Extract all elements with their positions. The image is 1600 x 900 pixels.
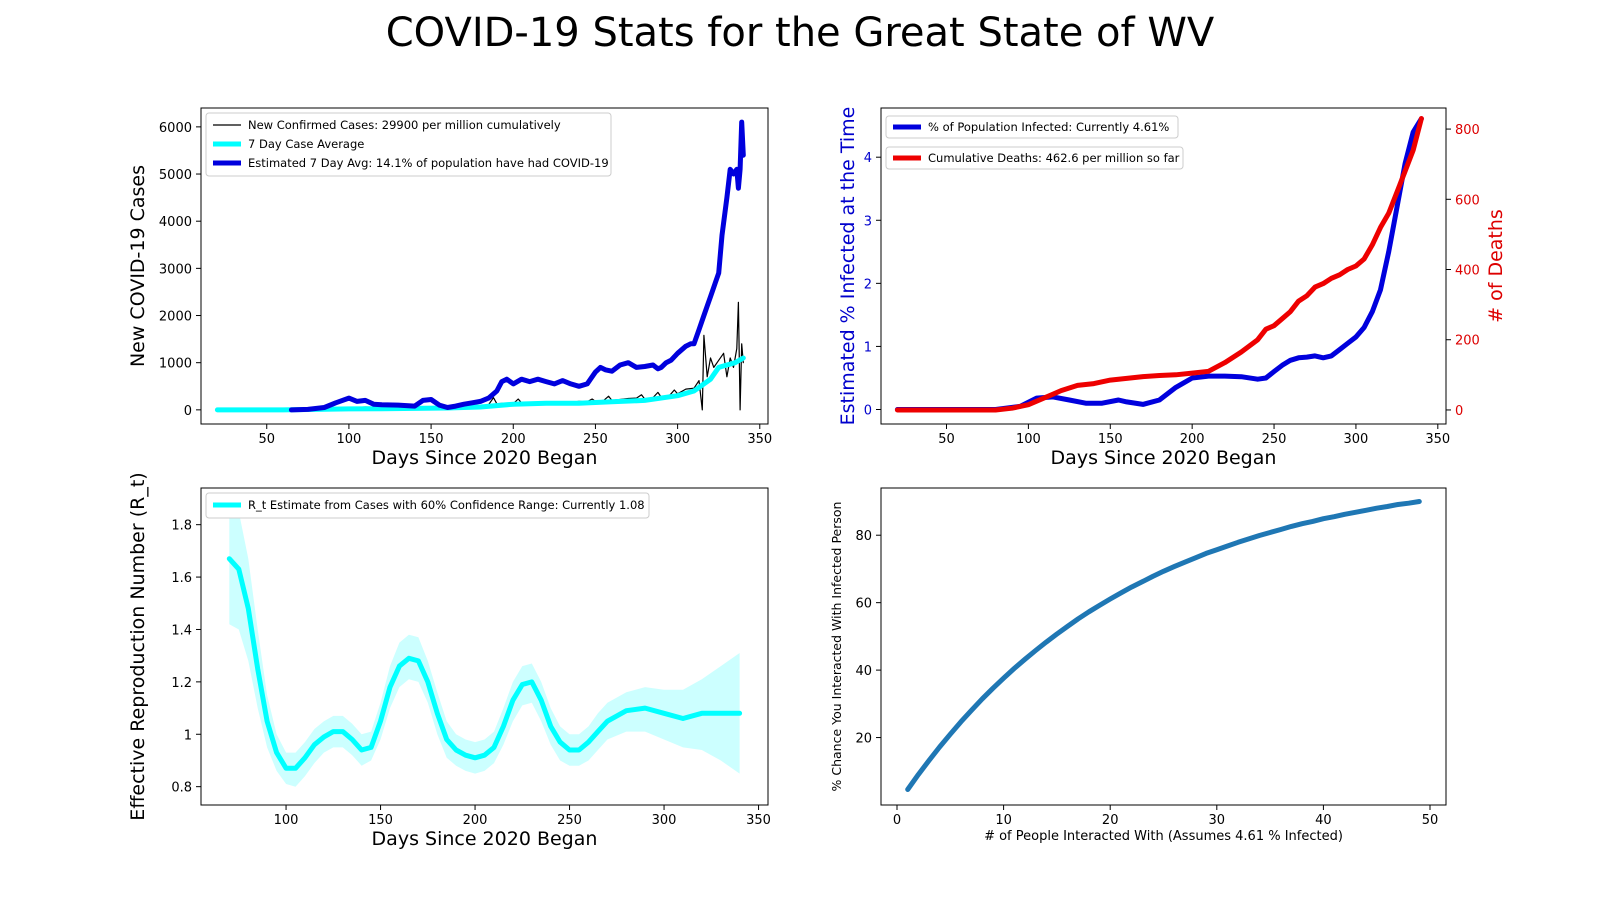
x-tick-label: 200 <box>463 813 488 828</box>
y-right-tick-label: 800 <box>1455 123 1480 138</box>
y-tick-label: 60 <box>855 597 872 612</box>
x-tick-label: 40 <box>1315 813 1332 828</box>
series-line-1 <box>226 556 743 771</box>
x-tick-label: 100 <box>274 813 299 828</box>
series-line-2 <box>214 355 746 413</box>
legend: R_t Estimate from Cases with 60% Confide… <box>205 492 650 519</box>
legend-label: Cumulative Deaths: 462.6 per million so … <box>928 151 1180 165</box>
plot-area <box>226 498 743 787</box>
axes-frame <box>200 487 769 806</box>
x-tick-label: 0 <box>893 813 901 828</box>
y-right-tick-label: 200 <box>1455 334 1480 349</box>
y-right-tick-label: 600 <box>1455 193 1480 208</box>
legend-label: Estimated 7 Day Avg: 14.1% of population… <box>248 156 609 170</box>
legend-label: New Confirmed Cases: 29900 per million c… <box>248 118 561 132</box>
series-line-1 <box>894 116 1424 412</box>
x-tick-label: 350 <box>746 813 771 828</box>
x-tick-label: 10 <box>995 813 1012 828</box>
figure-title: COVID-19 Stats for the Great State of WV <box>385 10 1215 56</box>
x-tick-label: 20 <box>1102 813 1119 828</box>
x-tick-label: 250 <box>557 813 582 828</box>
y-tick-label: 6000 <box>159 121 192 136</box>
legend: New Confirmed Cases: 29900 per million c… <box>205 112 612 177</box>
legend-label: % of Population Infected: Currently 4.61… <box>928 120 1169 134</box>
x-tick-label: 150 <box>1098 432 1123 447</box>
series-line-2 <box>894 116 1424 413</box>
x-tick-label: 300 <box>1344 432 1369 447</box>
x-tick-label: 350 <box>1425 432 1450 447</box>
y-tick-label: 0.8 <box>171 781 192 796</box>
legend-label: 7 Day Case Average <box>248 137 364 151</box>
plot-area <box>905 499 1422 792</box>
y-right-axis-label: # of Deaths <box>1485 209 1507 323</box>
y-tick-label: 5000 <box>159 168 192 183</box>
y-tick-label: 4000 <box>159 215 192 230</box>
y-tick-label: 1 <box>184 728 192 743</box>
x-tick-label: 250 <box>1262 432 1287 447</box>
x-tick-label: 30 <box>1209 813 1226 828</box>
x-tick-label: 50 <box>258 432 275 447</box>
y-tick-label: 4 <box>864 151 872 166</box>
y-tick-label: 1000 <box>159 357 192 372</box>
axes-frame <box>880 107 1447 425</box>
x-tick-label: 250 <box>583 432 608 447</box>
x-tick-label: 150 <box>419 432 444 447</box>
y-tick-label: 0 <box>184 404 192 419</box>
x-tick-label: 100 <box>336 432 361 447</box>
x-tick-label: 200 <box>501 432 526 447</box>
series-line-3 <box>288 119 746 413</box>
x-tick-label: 100 <box>1016 432 1041 447</box>
y-tick-label: 1.4 <box>171 623 192 638</box>
chart-panel-4: 0 10 20 30 40 50 20 40 60 80 # of People Interacte… <box>829 487 1447 844</box>
series-line-1 <box>905 499 1422 792</box>
legend-frame <box>885 146 1184 170</box>
x-axis-label: Days Since 2020 Began <box>372 828 598 850</box>
y-tick-label: 2 <box>864 277 872 292</box>
y-tick-label: 20 <box>855 732 872 747</box>
y-tick-label: 40 <box>855 664 872 679</box>
y-tick-label: 0 <box>864 403 872 418</box>
chart-panel-1: 50 100 150 200 250 300 350 0 1000 2000 3000 4000 500… <box>127 107 772 469</box>
plot-area <box>894 116 1424 413</box>
y-axis-label: New COVID-19 Cases <box>127 165 149 367</box>
legend-box-1: % of Population Infected: Currently 4.61… <box>885 115 1179 139</box>
axes-frame <box>200 107 769 425</box>
y-right-tick-label: 0 <box>1455 404 1463 419</box>
y-axis-label: % Chance You Interacted With Infected Pe… <box>829 502 844 792</box>
y-tick-label: 3 <box>864 214 872 229</box>
y-tick-label: 80 <box>855 529 872 544</box>
chart-panel-3: 100 150 200 250 300 350 0.8 1 1.2 1.4 1.6 1.8 Days S… <box>127 472 771 850</box>
y-tick-label: 3000 <box>159 262 192 277</box>
legend-frame <box>205 492 650 519</box>
y-tick-label: 1 <box>864 340 872 355</box>
x-tick-label: 300 <box>652 813 677 828</box>
legend-box-2: Cumulative Deaths: 462.6 per million so … <box>885 146 1184 170</box>
y-tick-label: 1.8 <box>171 519 192 534</box>
confidence-band <box>229 498 740 787</box>
x-tick-label: 50 <box>1422 813 1439 828</box>
y-tick-label: 1.6 <box>171 571 192 586</box>
y-axis-label: Effective Reproduction Number (R_t) <box>127 472 149 820</box>
chart-panel-2: 50 100 150 200 250 300 350 0 1 2 3 4 0 200 400 600 800 Da… <box>837 107 1507 469</box>
y-axis-label: Estimated % Infected at the Time <box>837 107 859 426</box>
y-tick-label: 2000 <box>159 310 192 325</box>
plot-area <box>214 119 746 413</box>
x-tick-label: 50 <box>938 432 955 447</box>
x-tick-label: 200 <box>1180 432 1205 447</box>
legend-frame <box>885 115 1179 139</box>
x-tick-label: 350 <box>747 432 772 447</box>
axes-frame <box>880 487 1447 806</box>
x-axis-label: Days Since 2020 Began <box>372 447 598 469</box>
legend-label: R_t Estimate from Cases with 60% Confide… <box>248 498 645 512</box>
x-axis-label: # of People Interacted With (Assumes 4.6… <box>984 829 1343 844</box>
legend-frame <box>205 112 612 177</box>
x-axis-label: Days Since 2020 Began <box>1051 447 1277 469</box>
x-tick-label: 150 <box>368 813 393 828</box>
y-tick-label: 1.2 <box>171 676 192 691</box>
x-tick-label: 300 <box>665 432 690 447</box>
y-right-tick-label: 400 <box>1455 264 1480 279</box>
